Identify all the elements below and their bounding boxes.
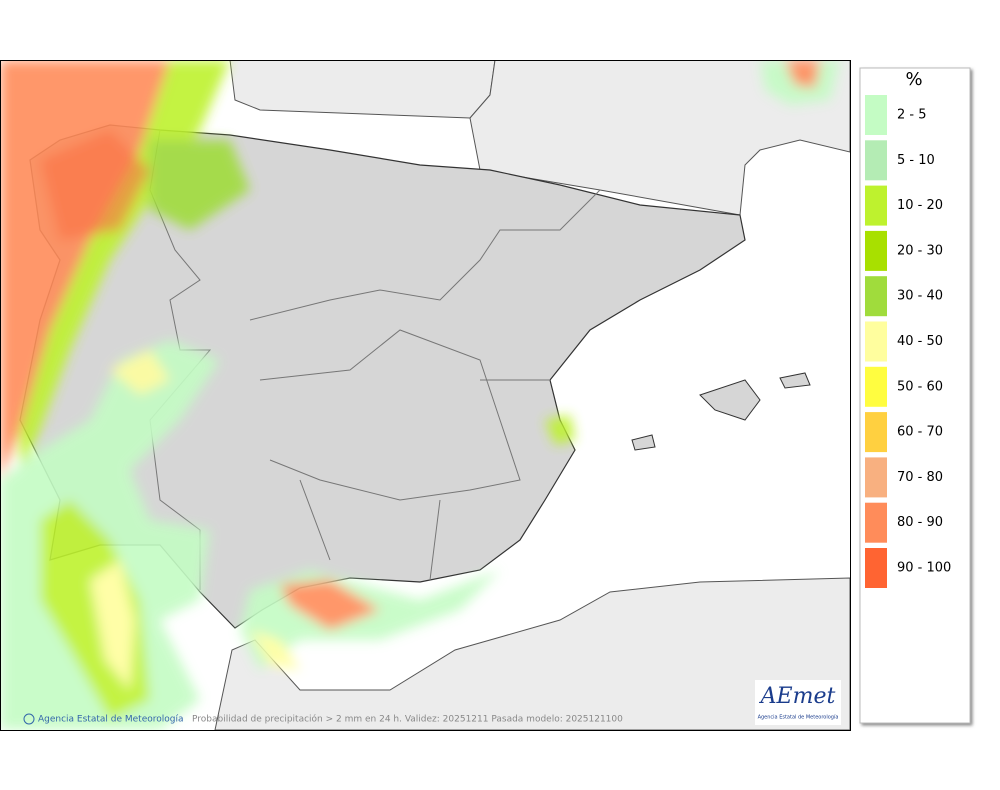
- legend-swatch: [865, 276, 887, 317]
- legend-label: 20 - 30: [897, 243, 943, 258]
- copyright-icon: [23, 713, 35, 725]
- logo-name: AEmet: [759, 684, 836, 709]
- legend-label: 50 - 60: [897, 379, 943, 394]
- legend-swatch: [865, 185, 887, 226]
- legend-label: 90 - 100: [897, 561, 951, 576]
- coast-france-west: [229, 60, 496, 119]
- legend-label: 70 - 80: [897, 470, 943, 485]
- legend-swatch: [865, 230, 887, 271]
- legend-label: 30 - 40: [897, 289, 943, 304]
- legend-swatch: [865, 548, 887, 588]
- legend-swatch: [865, 457, 887, 498]
- precip-area: [90, 560, 135, 690]
- ibiza: [631, 434, 656, 451]
- legend-swatch: [865, 366, 887, 407]
- mallorca: [699, 379, 761, 421]
- precip-area: [0, 340, 220, 730]
- menorca: [779, 372, 811, 389]
- legend-title: %: [905, 69, 922, 90]
- precip-area: [150, 140, 250, 230]
- map-frame: [0, 60, 851, 731]
- legend-label: 10 - 20: [897, 198, 943, 213]
- legend-swatch: [865, 140, 887, 181]
- region-line: [299, 379, 550, 581]
- precip-area: [110, 350, 170, 395]
- logo-subtitle: Agencia Estatal de Meteorología: [758, 714, 839, 721]
- legend-label: 2 - 5: [897, 108, 927, 123]
- precip-area: [280, 580, 380, 630]
- legend-swatch: [865, 321, 887, 362]
- legend-label: 80 - 90: [897, 515, 943, 530]
- legend-swatch: [865, 502, 887, 543]
- legend-items: 2 - 5 5 - 10 10 - 20 20 - 30 30 - 40 40 - 50 5…: [865, 95, 951, 588]
- precip-area: [20, 60, 230, 480]
- map: Agencia Estatal de Meteorología Probabil…: [0, 60, 850, 730]
- legend-swatch: [865, 95, 887, 135]
- credit: Agencia Estatal de Meteorología: [38, 715, 184, 725]
- precip-area: [785, 60, 820, 88]
- caption: Probabilidad de precipitación > 2 mm en …: [192, 714, 623, 725]
- precip-area: [545, 415, 575, 445]
- precip-area: [250, 630, 300, 670]
- region-line: [249, 189, 601, 321]
- france: [469, 60, 850, 216]
- legend-label: 40 - 50: [897, 334, 943, 349]
- logo-box: [755, 680, 841, 725]
- legend-label: 5 - 10: [897, 153, 935, 168]
- precip-area: [40, 130, 150, 240]
- legend-label: 60 - 70: [897, 425, 943, 440]
- legend-swatch: [865, 412, 887, 453]
- precipitation-field: [0, 60, 840, 730]
- region-line: [259, 329, 521, 501]
